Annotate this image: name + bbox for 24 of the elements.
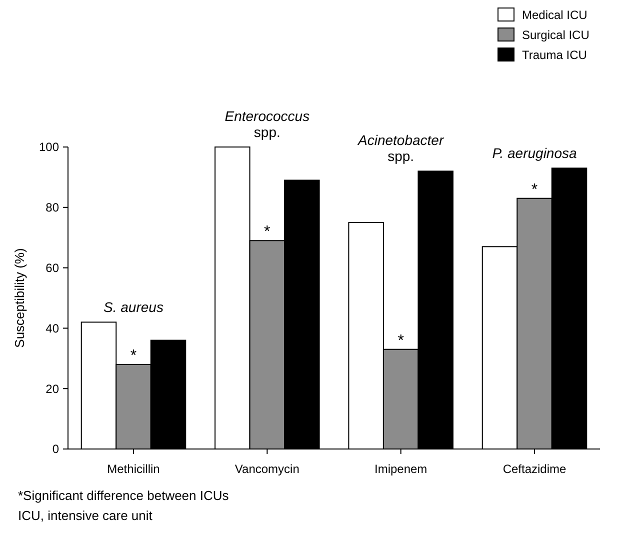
x-tick-label: Methicillin — [107, 462, 160, 476]
annotation: * — [398, 332, 404, 350]
annotation: * — [264, 224, 270, 241]
y-tick-label: 20 — [46, 382, 60, 396]
annotation: P. aeruginosa — [492, 145, 578, 162]
y-tick-label: 80 — [46, 200, 60, 215]
y-tick-label: 100 — [38, 140, 60, 154]
text: Enterococcus spp. — [224, 108, 310, 140]
legend-label: Medical ICU — [522, 8, 588, 22]
legend-label: Surgical ICU — [522, 28, 590, 42]
legend-label: Trauma ICU — [522, 48, 587, 62]
y-tick-label: 60 — [46, 261, 60, 275]
text: ICU, intensive care unit — [18, 508, 153, 523]
annotation: S. aureus — [104, 299, 164, 316]
y-tick-label: 40 — [46, 321, 60, 336]
x-tick-label: Imipenem — [374, 462, 428, 476]
annotation: * — [130, 347, 137, 364]
y-tick-label: 0 — [52, 442, 60, 456]
text: *Significant difference between ICUs — [18, 488, 230, 503]
annotation: * — [531, 181, 538, 198]
y-axis-title: Susceptibility (%) — [12, 248, 27, 348]
annotation: Acinetobacter spp. — [357, 132, 445, 164]
x-tick-label: Vancomycin — [234, 462, 300, 476]
x-tick-label: Ceftazidime — [502, 462, 567, 476]
